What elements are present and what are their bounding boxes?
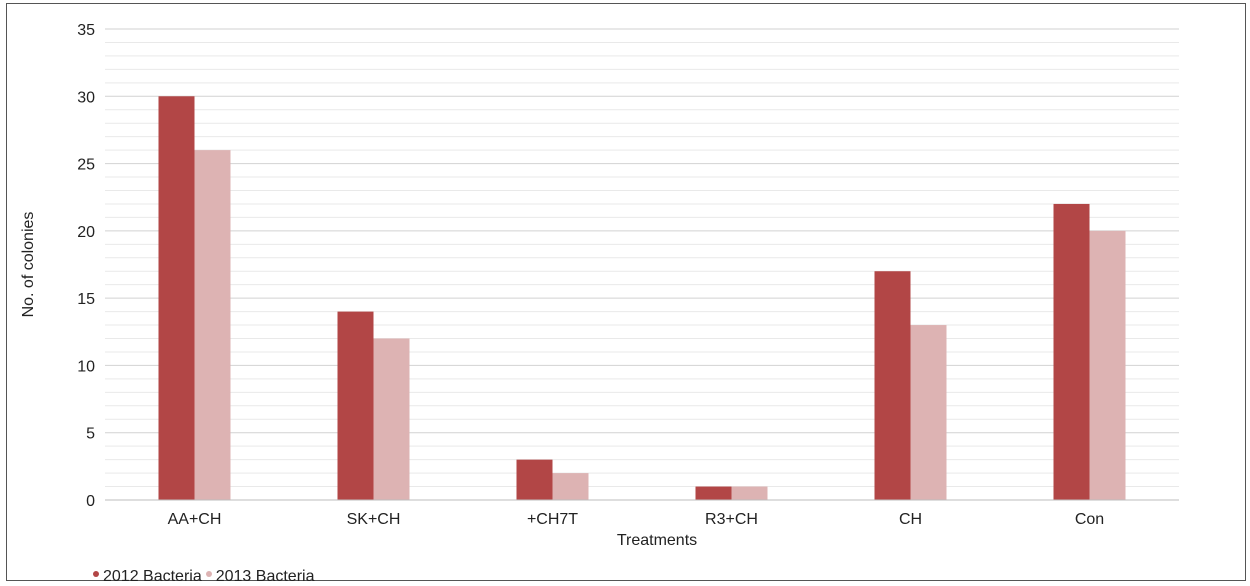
y-axis-ticks: 0 5 10 15 20 25 30 35 xyxy=(77,22,95,510)
y-axis-title: No. of colonies xyxy=(20,212,37,318)
bar-2012-bacteria-con xyxy=(1053,203,1090,500)
bar-2012-bacteria-r3ch xyxy=(695,486,732,500)
y-tick-label: 15 xyxy=(77,291,95,308)
bar-2013-bacteria-ch xyxy=(910,325,947,500)
y-tick-label: 25 xyxy=(77,157,95,174)
bar-2012-bacteria-skch xyxy=(337,311,374,500)
y-tick-label: 10 xyxy=(77,358,95,375)
x-axis-title: Treatments xyxy=(617,532,697,549)
legend-swatch xyxy=(205,571,212,577)
x-tick-label: R3+CH xyxy=(705,511,758,528)
grid-lines xyxy=(105,28,1179,501)
x-axis-ticks: AA+CH SK+CH +CH7T R3+CH CH Con xyxy=(168,511,1105,528)
bar-2013-bacteria-aach xyxy=(194,150,231,500)
x-tick-label: SK+CH xyxy=(347,511,401,528)
y-tick-label: 35 xyxy=(77,22,95,39)
y-tick-label: 30 xyxy=(77,89,95,106)
legend-label: 2013 Bacteria xyxy=(215,568,315,585)
x-tick-label: AA+CH xyxy=(168,511,222,528)
bar-2013-bacteria-ch7t xyxy=(552,473,589,500)
legend-swatch xyxy=(93,571,99,577)
bars xyxy=(158,96,1126,501)
bar-2012-bacteria-ch xyxy=(874,271,911,500)
bar-2013-bacteria-r3ch xyxy=(731,486,768,500)
x-tick-label: Con xyxy=(1075,511,1104,528)
legend: 2012 Bacteria 2013 Bacteria xyxy=(93,568,318,586)
y-tick-label: 0 xyxy=(86,493,95,510)
bar-2013-bacteria-con xyxy=(1089,230,1126,500)
bar-2012-bacteria-ch7t xyxy=(516,459,553,500)
x-tick-label: +CH7T xyxy=(527,511,578,528)
x-tick-label: CH xyxy=(899,511,922,528)
chart-frame: 0 5 10 15 20 25 30 35 AA+CH SK+CH +CH7T R3+CH CH Con… xyxy=(6,3,1246,585)
legend-item: 2013 Bacteria xyxy=(205,568,315,586)
bar-2012-bacteria-aach xyxy=(158,96,195,501)
legend-label: 2012 Bacteria xyxy=(103,568,202,585)
bar-2013-bacteria-skch xyxy=(373,338,410,500)
y-tick-label: 20 xyxy=(77,224,95,241)
legend-item: 2012 Bacteria xyxy=(93,568,202,586)
y-tick-label: 5 xyxy=(86,426,95,443)
bar-chart: 0 5 10 15 20 25 30 35 AA+CH SK+CH +CH7T R3+CH CH Con… xyxy=(20,22,1179,549)
